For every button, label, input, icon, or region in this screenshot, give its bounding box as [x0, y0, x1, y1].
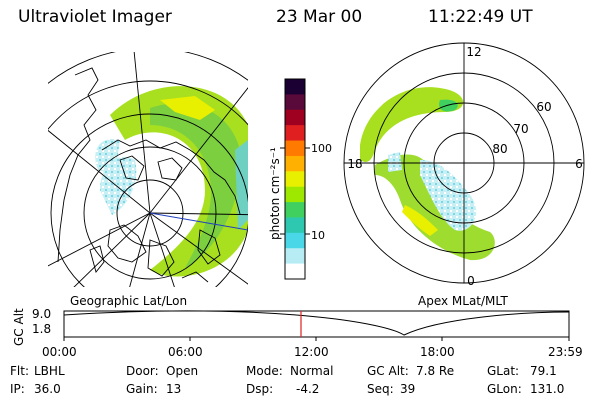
time-label: 11:22:49 UT: [428, 7, 533, 27]
gcalt-label: GC Alt:: [367, 364, 409, 378]
mlt-label-6: 6: [575, 157, 583, 171]
colorbar-band: [285, 125, 305, 142]
apex-panel-label: Apex MLat/MLT: [418, 294, 508, 308]
seq-label: Seq:: [367, 382, 394, 396]
mlat-label-60: 60: [536, 100, 551, 114]
colorbar-band: [285, 263, 305, 280]
door-value: Open: [166, 364, 199, 378]
colorbar-band: [285, 202, 305, 218]
colorbar-band: [285, 94, 305, 111]
mode-label: Mode:: [246, 364, 283, 378]
colorbar-unit-label: photon cm⁻²s⁻¹: [268, 147, 282, 240]
gain-label: Gain:: [126, 382, 158, 396]
dsp-value: -4.2: [296, 382, 320, 396]
xtick-1200: 12:00: [294, 345, 329, 359]
door-label: Door:: [126, 364, 159, 378]
seq-value: 39: [400, 382, 416, 396]
colorbar-band: [285, 109, 305, 126]
flt-value: LBHL: [34, 364, 65, 378]
xtick-0600: 06:00: [168, 345, 203, 359]
flt-label: Flt:: [10, 364, 29, 378]
app-title: Ultraviolet Imager: [18, 7, 172, 27]
geo-aurora-oval: [95, 86, 248, 277]
dsp-label: Dsp:: [246, 382, 274, 396]
colorbar-band: [285, 140, 305, 157]
glat-label: GLat:: [487, 364, 520, 378]
colorbar-tick-100: 100: [311, 142, 332, 155]
colorbar-band: [285, 232, 305, 249]
geo-panel-label: Geographic Lat/Lon: [70, 294, 188, 308]
xtick-0000: 00:00: [42, 345, 77, 359]
gcalt-value: 7.8 Re: [416, 364, 455, 378]
ip-label: IP:: [10, 382, 25, 396]
mlat-label-70: 70: [513, 122, 528, 136]
geographic-map: [48, 52, 248, 287]
altitude-plot: GC Alt: [12, 308, 570, 346]
colorbar-band: [285, 155, 305, 172]
colorbar-band: [285, 186, 305, 203]
altitude-ylabel: GC Alt: [12, 308, 26, 346]
colorbar-band: [285, 171, 305, 188]
apex-polar-plot: 12 18 6 0 60 70 80: [343, 42, 585, 288]
mlt-label-0: 0: [467, 274, 475, 288]
mlt-label-18: 18: [347, 157, 362, 171]
xtick-2359: 23:59: [548, 345, 583, 359]
gain-value: 13: [166, 382, 182, 396]
geo-grid: [48, 52, 248, 287]
colorbar: 100 10 photon cm⁻²s⁻¹: [268, 78, 332, 280]
mlat-label-80: 80: [492, 142, 507, 156]
glon-label: GLon:: [487, 382, 522, 396]
xtick-1800: 18:00: [420, 345, 455, 359]
colorbar-band: [285, 217, 305, 234]
date-label: 23 Mar 00: [276, 7, 363, 27]
apex-aurora-oval: [360, 87, 495, 261]
altitude-ytick-top: 9.0: [32, 307, 52, 321]
colorbar-band: [285, 79, 305, 95]
glon-value: 131.0: [530, 382, 565, 396]
mode-value: Normal: [290, 364, 334, 378]
glat-value: 79.1: [530, 364, 557, 378]
colorbar-tick-10: 10: [311, 229, 325, 242]
ip-value: 36.0: [34, 382, 61, 396]
altitude-ytick-bottom: 1.8: [32, 322, 52, 336]
apex-grid: [343, 42, 585, 284]
colorbar-band: [285, 248, 305, 265]
mlt-label-12: 12: [466, 45, 481, 59]
